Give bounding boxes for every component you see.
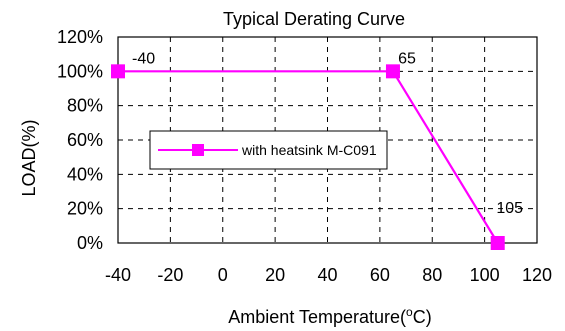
x-axis-label: Ambient Temperature(oC): [228, 305, 431, 327]
data-annotation: 65: [398, 50, 416, 67]
data-point-marker: [111, 64, 125, 79]
series-layer: [111, 64, 505, 250]
annotations: -40 65 105: [132, 50, 523, 217]
x-tick-label: 0: [218, 265, 228, 285]
data-annotation: -40: [132, 50, 155, 67]
x-axis-label-superscript: o: [406, 305, 413, 319]
x-tick-label: 100: [470, 265, 500, 285]
x-tick-label: 80: [422, 265, 442, 285]
x-tick-label: 120: [522, 265, 552, 285]
plot-area: [117, 36, 538, 244]
legend-label: with heatsink M-C091: [241, 142, 377, 158]
y-tick-label: 40%: [67, 164, 103, 184]
y-tick-label: 80%: [67, 96, 103, 116]
data-point-marker: [490, 236, 505, 250]
x-tick-label: 40: [317, 265, 337, 285]
x-tick-label: -20: [157, 265, 183, 285]
chart-title: Typical Derating Curve: [223, 9, 405, 29]
x-tick-label: 60: [370, 265, 390, 285]
y-tick-label: 120%: [57, 27, 103, 47]
data-annotation: 105: [496, 200, 523, 217]
data-point-marker: [385, 64, 400, 79]
y-axis-ticks: 0% 20% 40% 60% 80% 100% 120%: [57, 27, 103, 253]
y-tick-label: 0%: [77, 233, 103, 253]
x-axis-label-prefix: Ambient Temperature(: [228, 307, 406, 327]
x-axis-label-suffix: C): [413, 307, 432, 327]
x-tick-label: 20: [265, 265, 285, 285]
y-tick-label: 60%: [67, 130, 103, 150]
x-axis-ticks: -40 -20 0 20 40 60 80 100 120: [105, 265, 552, 285]
legend: with heatsink M-C091: [149, 130, 388, 170]
y-tick-label: 20%: [67, 199, 103, 219]
legend-marker-swatch: [192, 144, 204, 156]
y-axis-label: LOAD(%): [19, 119, 39, 196]
y-tick-label: 100%: [57, 61, 103, 81]
x-tick-label: -40: [105, 265, 131, 285]
